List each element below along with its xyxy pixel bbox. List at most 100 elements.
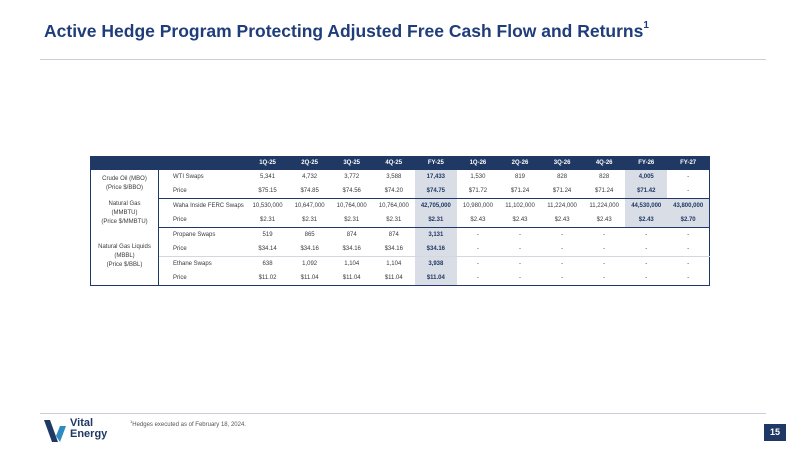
row-label: Propane Swaps: [173, 232, 216, 238]
header-cell: 2Q-25: [288, 156, 331, 170]
header-cell: FY-25: [414, 156, 457, 170]
table-cell-fy: $2.31: [414, 213, 457, 228]
page-number-badge: 15: [764, 424, 786, 441]
table-cell: 865: [304, 232, 315, 238]
header-cell: 3Q-25: [330, 156, 373, 170]
footnote-marker: 1: [130, 419, 133, 424]
table-cell: -: [541, 256, 584, 271]
group-label-ngl: Natural Gas Liquids (MBBL) (Price $/BBL): [90, 227, 159, 286]
table-cell-fy: 3,938: [414, 256, 457, 271]
table-cell: -: [687, 174, 690, 180]
header-cell: FY-27: [667, 156, 710, 170]
table-cell: $2.31: [372, 213, 415, 228]
table-cell-fy: $34.16: [414, 242, 457, 257]
table-row: Price $34.14 $34.16 $34.16 $34.16 $34.16…: [91, 242, 710, 257]
table-cell: 1,104: [372, 256, 415, 271]
table-cell: 828: [557, 174, 568, 180]
table-cell: $2.31: [330, 213, 373, 228]
table-cell: $11.04: [300, 275, 319, 281]
table-cell: 519: [262, 232, 273, 238]
header-cell: 4Q-26: [583, 156, 626, 170]
group-label-natural-gas: Natural Gas (MMBTU) (Price $/MMBTU): [90, 198, 159, 228]
table-cell: -: [456, 256, 499, 271]
table-cell: 4,732: [302, 174, 318, 180]
hedge-table: 1Q-25 2Q-25 3Q-25 4Q-25 FY-25 1Q-26 2Q-2…: [90, 156, 710, 286]
table-cell: -: [667, 256, 710, 271]
header-cell: [158, 156, 247, 170]
table-cell: 11,224,000: [589, 203, 619, 209]
table-cell-fy: 43,800,000: [667, 198, 710, 213]
title-footnote-marker: 1: [643, 20, 649, 32]
table-cell-fy: $2.43: [625, 213, 668, 228]
table-cell-fy: 42,705,000: [414, 198, 457, 213]
table-cell: $71.24: [541, 184, 584, 199]
table-cell: 11,102,000: [505, 203, 535, 209]
table-cell-fy: 44,530,000: [625, 198, 668, 213]
table-cell: $11.02: [258, 275, 277, 281]
table-cell: $34.14: [258, 246, 277, 252]
table-cell: -: [603, 275, 606, 281]
table-cell-fy: $11.04: [414, 271, 457, 286]
table-cell: 1,530: [470, 174, 486, 180]
table-cell: $2.43: [456, 213, 499, 228]
table-cell-fy: 4,005: [625, 170, 668, 184]
table-cell: 1,104: [330, 256, 373, 271]
page-title-text: Active Hedge Program Protecting Adjusted…: [44, 21, 644, 41]
row-label: Price: [173, 246, 187, 252]
table-cell: $34.16: [300, 246, 319, 252]
table-cell: $2.43: [498, 213, 542, 228]
table-cell: $2.31: [288, 213, 331, 228]
table-cell: -: [687, 232, 690, 238]
table-row: Price $75.15 $74.85 $74.56 $74.20 $74.75…: [91, 184, 710, 199]
table-cell: -: [667, 184, 710, 199]
table-cell: -: [583, 256, 626, 271]
company-logo: Vital Energy: [44, 418, 124, 444]
footnote-text: Hedges executed as of February 18, 2024.: [132, 422, 246, 428]
header-cell: 1Q-26: [456, 156, 499, 170]
header-cell: FY-26: [625, 156, 668, 170]
vital-energy-mark-icon: [44, 420, 66, 442]
table-cell: $71.24: [583, 184, 626, 199]
row-label: WTI Swaps: [173, 174, 204, 180]
table-cell: 11,224,000: [547, 203, 577, 209]
table-cell: $34.16: [384, 246, 403, 252]
table-cell: -: [476, 246, 479, 252]
table-cell: 3,772: [344, 174, 360, 180]
table-row: Crude Oil (MBO) (Price $/BBO) WTI Swaps …: [90, 170, 710, 199]
table-cell: -: [687, 275, 690, 281]
table-cell: -: [476, 232, 479, 238]
table-cell: -: [561, 275, 564, 281]
table-cell: -: [645, 275, 648, 281]
table-cell-fy: $71.42: [625, 184, 668, 199]
table-cell: 828: [599, 174, 610, 180]
table-cell: $11.04: [342, 275, 361, 281]
table-cell: 638: [246, 256, 289, 271]
row-label: Price: [158, 184, 247, 199]
table-cell-fy: 17,433: [414, 170, 457, 184]
table-cell: $74.56: [330, 184, 373, 199]
table-cell: $71.72: [456, 184, 499, 199]
table-cell: $34.16: [342, 246, 361, 252]
group-label-crude-oil: Crude Oil (MBO) (Price $/BBO): [90, 170, 159, 199]
row-label: Ethane Swaps: [158, 256, 247, 271]
row-label: Price: [158, 213, 247, 228]
table-cell: -: [625, 256, 668, 271]
table-cell-fy: $74.75: [414, 184, 457, 199]
table-cell: -: [645, 246, 648, 252]
table-cell: -: [519, 246, 521, 252]
table-cell: -: [561, 232, 564, 238]
table-cell: -: [645, 232, 648, 238]
table-row: Natural Gas (MMBTU) (Price $/MMBTU) Waha…: [90, 198, 710, 228]
table-cell: 874: [346, 232, 357, 238]
header-cell: 1Q-25: [246, 156, 289, 170]
table-cell: 874: [388, 232, 399, 238]
table-row: Price $2.31 $2.31 $2.31 $2.31 $2.31 $2.4…: [91, 213, 710, 228]
table-cell: $2.43: [583, 213, 626, 228]
table-cell: $75.15: [246, 184, 289, 199]
table-cell: 3,588: [386, 174, 402, 180]
table-cell: 819: [515, 174, 526, 180]
table-cell: $74.85: [288, 184, 331, 199]
table-cell-fy: 3,131: [414, 227, 457, 242]
row-label: Waha Inside FERC Swaps: [173, 203, 244, 209]
logo-wordmark: Vital Energy: [70, 417, 108, 440]
